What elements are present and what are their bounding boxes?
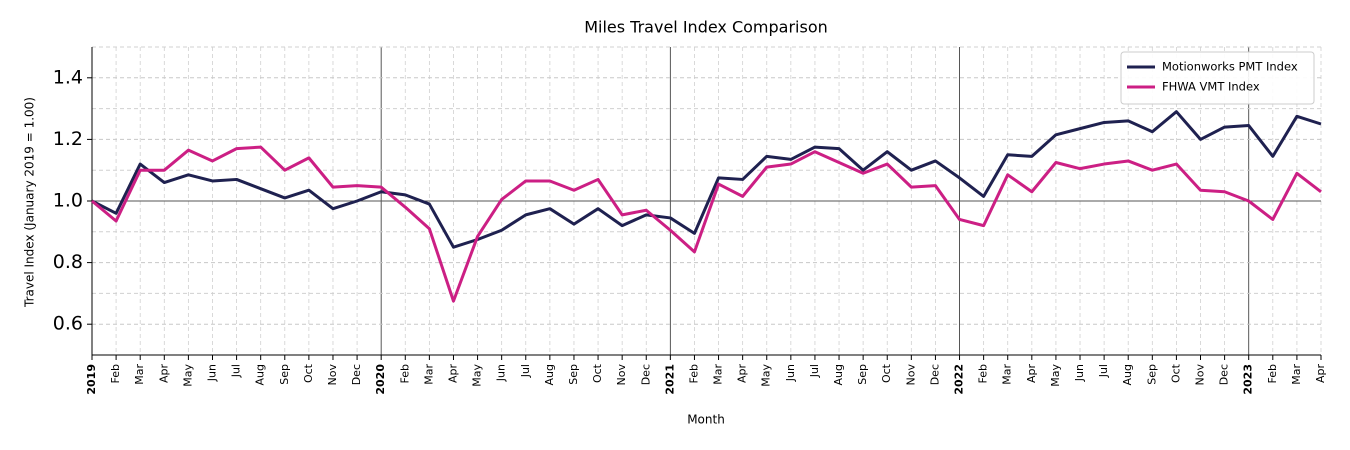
y-tick-label: 1.4 [53, 66, 83, 88]
x-tick-label: 2021 [663, 364, 676, 395]
x-tick-label: Aug [1121, 364, 1134, 385]
x-tick-label: Nov [615, 364, 628, 386]
x-tick-label: Dec [350, 364, 363, 385]
x-tick-label: 2022 [953, 364, 966, 395]
x-tick-label: Feb [687, 364, 700, 383]
series-line [91, 145, 1322, 303]
x-tick-label: Aug [832, 364, 845, 385]
x-tick-label: Apr [1025, 364, 1038, 384]
x-tick-label: Oct [302, 363, 315, 383]
y-tick-label: 0.8 [53, 251, 83, 273]
x-tick-label: Jun [495, 364, 508, 382]
legend-label: FHWA VMT Index [1162, 80, 1260, 94]
x-tick-label: Jul [1097, 364, 1110, 378]
x-tick-label: May [760, 364, 773, 387]
chart-title: Miles Travel Index Comparison [584, 18, 828, 37]
x-tick-label: Dec [1218, 364, 1231, 385]
x-tick-label: Jul [519, 364, 532, 378]
x-tick-label: Jun [205, 364, 218, 382]
x-tick-label: Apr [157, 364, 170, 384]
x-tick-label: 2019 [85, 364, 98, 395]
x-tick-label: May [471, 364, 484, 387]
x-tick-label: 2020 [374, 364, 387, 395]
y-tick-label: 1.0 [53, 190, 83, 212]
x-tick-label: Dec [639, 364, 652, 385]
x-tick-label: Oct [591, 363, 604, 383]
x-tick-label: Sep [856, 364, 869, 385]
series-line [91, 110, 1322, 249]
x-tick-label: Mar [1001, 364, 1014, 385]
x-axis-label: Month [687, 413, 725, 427]
x-tick-label: Nov [326, 364, 339, 386]
x-tick-label: Jun [1073, 364, 1086, 382]
x-tick-label: Feb [1266, 364, 1279, 383]
x-tick-label: Mar [1290, 364, 1303, 385]
x-tick-label: Apr [446, 364, 459, 384]
x-tick-label: Nov [904, 364, 917, 386]
x-tick-label: Jul [230, 364, 243, 378]
x-tick-label: Sep [1145, 364, 1158, 385]
x-tick-label: Mar [712, 364, 725, 385]
x-tick-label: Feb [977, 364, 990, 383]
y-tick-label: 1.2 [53, 128, 83, 150]
legend-label: Motionworks PMT Index [1162, 60, 1298, 74]
x-tick-label: Oct [1169, 363, 1182, 383]
x-tick-label: Feb [398, 364, 411, 383]
x-tick-label: Aug [543, 364, 556, 385]
x-tick-label: Sep [278, 364, 291, 385]
x-tick-label: Jun [784, 364, 797, 382]
x-tick-label: Nov [1194, 364, 1207, 386]
x-tick-label: Apr [1314, 364, 1327, 384]
legend-box [1120, 51, 1315, 105]
x-tick-label: Apr [736, 364, 749, 384]
y-tick-label: 0.6 [53, 313, 83, 335]
x-tick-label: Oct [880, 363, 893, 383]
x-tick-label: Mar [133, 364, 146, 385]
y-axis-label: Travel Index (January 2019 = 1.00) [23, 97, 37, 308]
x-tick-label: Mar [422, 364, 435, 385]
x-tick-label: Aug [254, 364, 267, 385]
x-tick-label: 2023 [1242, 364, 1255, 395]
x-tick-label: May [181, 364, 194, 387]
x-tick-label: Sep [567, 364, 580, 385]
x-tick-label: Jul [808, 364, 821, 378]
x-tick-label: May [1049, 364, 1062, 387]
x-tick-label: Feb [109, 364, 122, 383]
x-tick-label: Dec [928, 364, 941, 385]
